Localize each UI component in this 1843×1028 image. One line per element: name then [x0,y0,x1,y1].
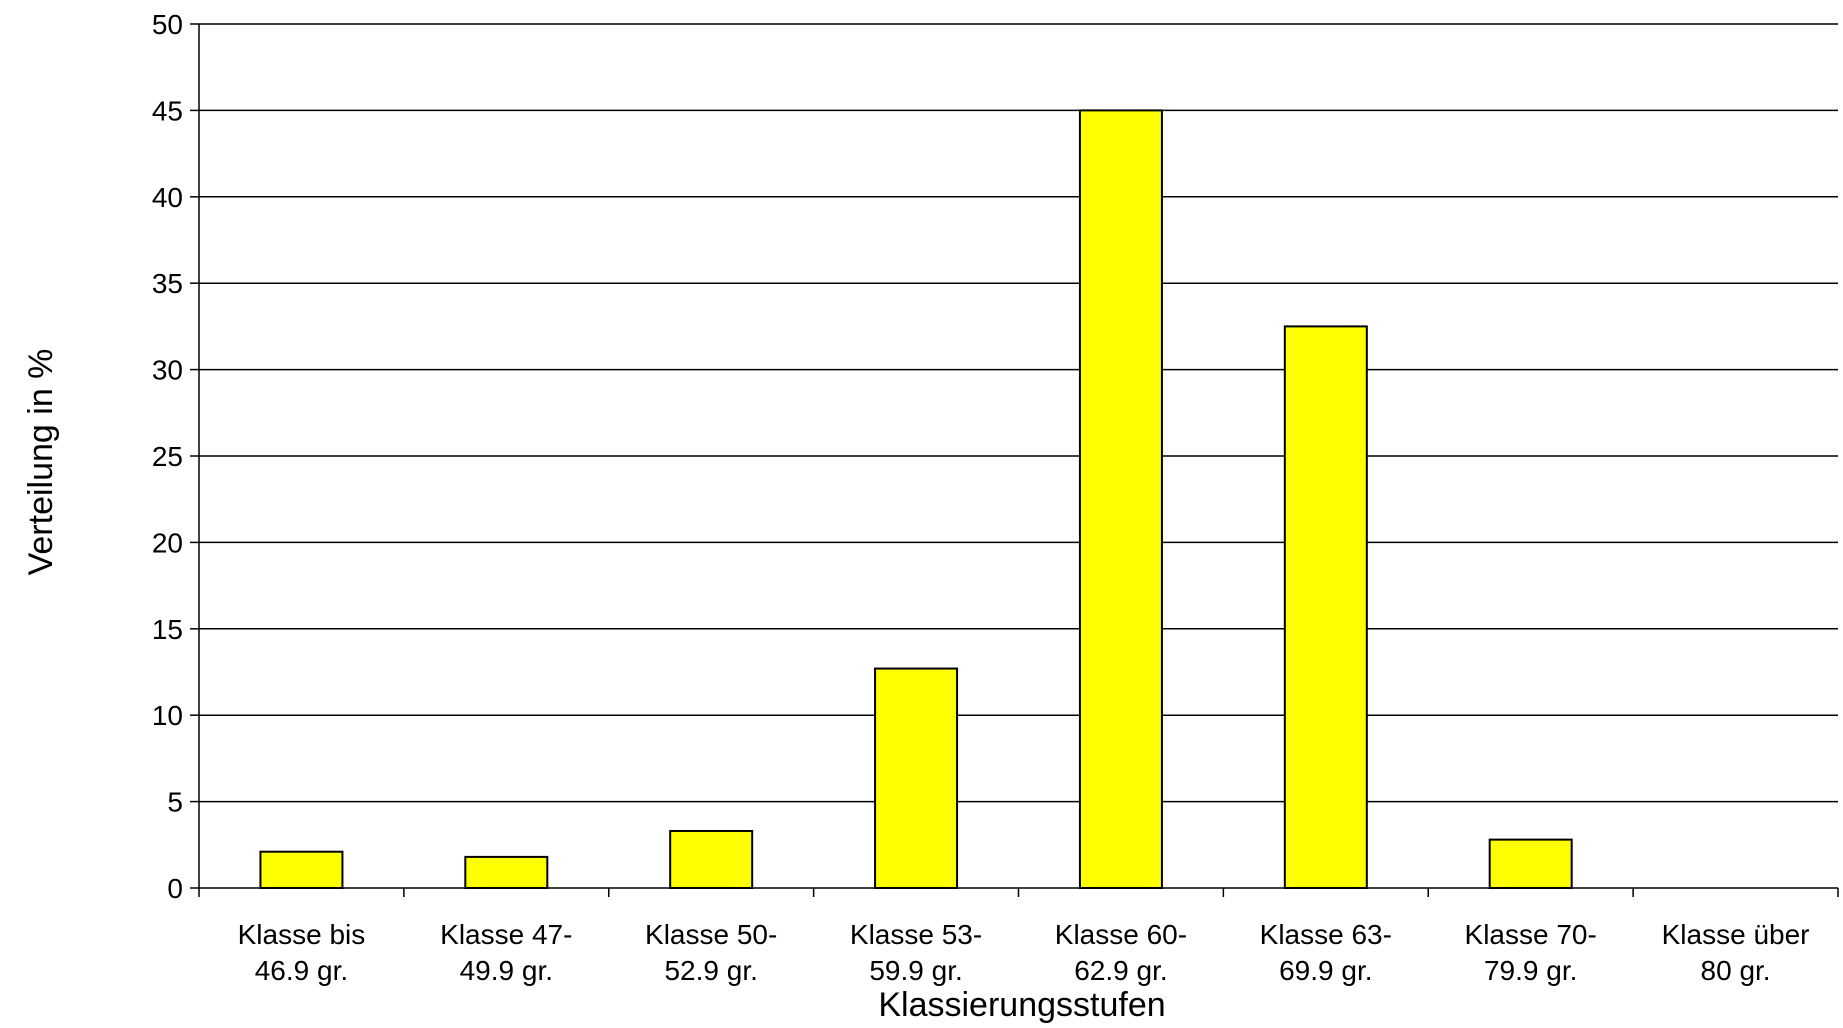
x-tick-label: Klasse 60-62.9 gr. [1055,919,1187,986]
x-axis-title: Klassierungsstufen [878,986,1165,1024]
y-tick-label: 40 [152,182,183,213]
y-tick-label: 20 [152,527,183,558]
x-tick-label: Klasse 50-52.9 gr. [645,919,777,986]
y-tick-labels: 0 5 10 15 20 25 30 35 40 45 50 [152,9,183,904]
x-tick-label: Klasse 63-69.9 gr. [1260,919,1392,986]
x-tick-label: Klasse über 80 gr. [1662,919,1810,986]
y-tick-label: 45 [152,95,183,126]
y-tick-label: 50 [152,9,183,40]
y-tick-label: 35 [152,268,183,299]
bar [1488,838,1573,890]
y-tick-label: 0 [167,873,183,904]
gridlines [199,23,1838,803]
x-tick-label: Klasse 70-79.9 gr. [1465,919,1597,986]
bar [874,667,959,889]
y-tick-label: 5 [167,787,183,818]
bar [464,855,549,889]
y-tick-label: 30 [152,355,183,386]
y-axis-title: Verteilung in % [22,349,60,576]
y-tick-label: 10 [152,700,183,731]
bar [669,829,754,890]
axes [190,23,1839,897]
x-tick-labels: Klasse bis 46.9 gr. Klasse 47-49.9 gr. Klas… [238,919,1810,986]
x-tick-label: Klasse bis 46.9 gr. [238,919,366,986]
y-tick-label: 25 [152,441,183,472]
y-tick-label: 15 [152,614,183,645]
bars [259,109,1573,890]
bar [259,850,344,889]
bar [1078,109,1163,889]
x-tick-label: Klasse 53-59.9 gr. [850,919,982,986]
bar [1283,325,1368,889]
x-tick-label: Klasse 47-49.9 gr. [440,919,572,986]
